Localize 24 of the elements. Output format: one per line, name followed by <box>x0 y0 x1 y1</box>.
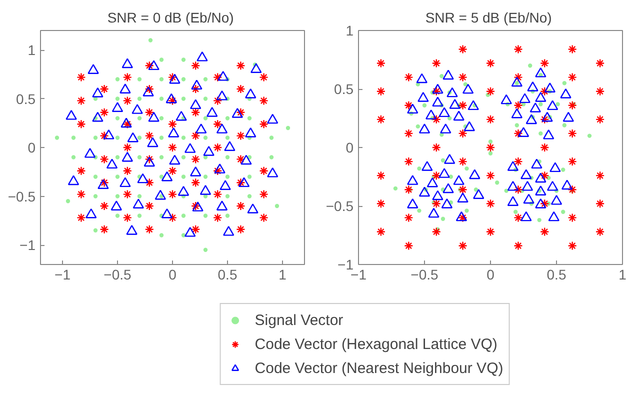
x-tick-label: 0.5 <box>218 266 238 282</box>
x-tick-label: −1 <box>54 266 71 282</box>
y-tick-label: 1 <box>346 22 354 38</box>
chart-title: SNR = 0 dB (Eb/No) <box>107 10 234 26</box>
x-tick-label: 0 <box>486 266 495 282</box>
chart-title: SNR = 5 dB (Eb/No) <box>425 10 552 26</box>
legend-label: Code Vector (Nearest Neighbour VQ) <box>254 360 504 376</box>
y-tick-label: −1 <box>20 237 36 253</box>
legend-label: Code Vector (Hexagonal Lattice VQ) <box>254 336 498 352</box>
x-tick-label: −0.5 <box>410 266 439 282</box>
y-tick-label: 0.5 <box>16 90 36 107</box>
y-tick-label: −0.5 <box>326 198 354 214</box>
x-tick-label: 1 <box>278 266 287 282</box>
y-tick-label: 0 <box>346 140 354 156</box>
x-tick-label: −0.5 <box>104 266 132 282</box>
y-tick-label: 0.5 <box>334 81 354 97</box>
x-tick-label: 1 <box>618 266 627 282</box>
y-tick-label: −1 <box>338 256 354 272</box>
x-tick-label: 0 <box>168 266 177 282</box>
y-tick-label: −0.5 <box>8 188 36 204</box>
y-tick-label: 1 <box>28 42 36 58</box>
legend-label: Signal Vector <box>254 312 344 328</box>
x-tick-label: 0.5 <box>546 266 566 282</box>
y-tick-label: 0 <box>28 140 36 156</box>
